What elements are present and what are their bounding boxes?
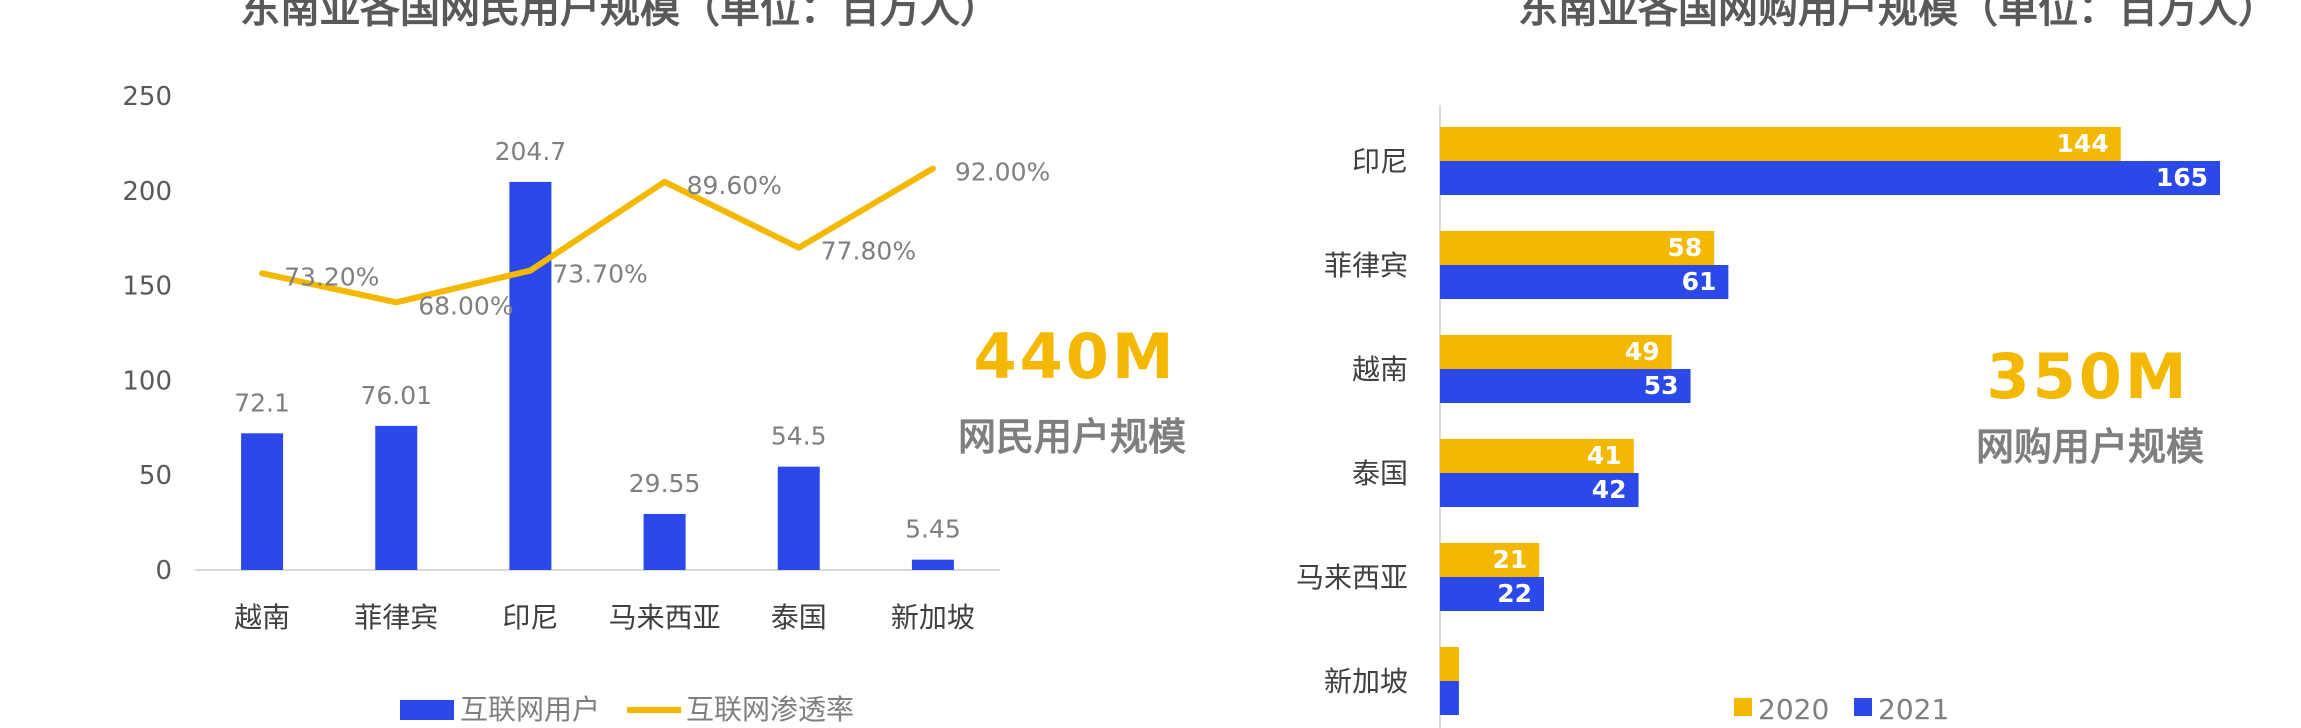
bar-2020-label: 4 <box>1461 649 1478 678</box>
legend-swatch-2021 <box>1854 698 1872 716</box>
left-highlight-value: 440M <box>973 320 1176 393</box>
line-data-label: 92.00% <box>955 157 1050 186</box>
legend-label-2021: 2021 <box>1878 693 1949 726</box>
y-tick-label: 150 <box>122 272 172 302</box>
bar-2020-label: 49 <box>1625 337 1660 366</box>
line-data-label: 73.20% <box>284 262 379 291</box>
bar <box>777 466 820 570</box>
x-tick-label: 新加坡 <box>891 601 975 634</box>
x-tick-label: 马来西亚 <box>609 601 721 634</box>
line-data-label: 68.00% <box>418 291 513 320</box>
line-point <box>527 267 534 274</box>
legend-swatch-2020 <box>1734 698 1752 716</box>
bar-2021 <box>1440 369 1691 403</box>
bar <box>643 513 686 570</box>
line-point <box>795 244 802 251</box>
right-chart-title: 东南亚各国网购用户规模（单位：百万人） <box>1518 0 2278 32</box>
bar-2020 <box>1440 439 1634 473</box>
legend-label-2020: 2020 <box>1758 693 1829 726</box>
line-point <box>929 165 936 172</box>
category-label: 越南 <box>1352 353 1408 386</box>
bar <box>241 433 284 570</box>
internet-users-chart: 0 50 100 150 200 250 72.1 76.01 204.7 29.55 54.5 5.… <box>122 82 1050 726</box>
bar-2021 <box>1440 265 1729 299</box>
y-tick-label: 50 <box>139 461 172 491</box>
bar-data-label: 204.7 <box>495 137 567 166</box>
line-data-label: 73.70% <box>552 260 647 289</box>
line-point <box>661 178 668 185</box>
category-label: 泰国 <box>1352 457 1408 490</box>
x-tick-label: 印尼 <box>502 601 558 634</box>
bar-2020 <box>1440 335 1672 369</box>
line-point <box>259 270 266 277</box>
category-label: 菲律宾 <box>1324 249 1408 282</box>
right-highlight-value: 350M <box>1986 340 2189 413</box>
bar-data-label: 29.55 <box>629 469 701 498</box>
bar-data-label: 72.1 <box>234 388 290 417</box>
legend-label-rate: 互联网渗透率 <box>686 693 854 726</box>
bar-2021-label: 42 <box>1592 475 1627 504</box>
bar-data-label: 76.01 <box>360 381 432 410</box>
line-data-label: 77.80% <box>821 237 916 266</box>
bar-data-label: 5.45 <box>905 515 961 544</box>
online-shoppers-chart: 印尼 144 165 菲律宾 58 61 越南 49 53 泰国 41 42 马来西亚 21 22 新加坡 4 4… <box>1296 105 2220 728</box>
x-tick-label: 菲律宾 <box>354 601 438 634</box>
y-tick-label: 250 <box>122 82 172 112</box>
x-tick-label: 泰国 <box>771 601 827 634</box>
bar-2021-label: 53 <box>1644 371 1679 400</box>
legend-label-users: 互联网用户 <box>460 693 600 726</box>
bar-2020 <box>1440 647 1459 681</box>
y-tick-label: 100 <box>122 366 172 396</box>
bar-2020 <box>1440 543 1540 577</box>
bar-2021 <box>1440 681 1459 715</box>
line-point <box>393 299 400 306</box>
bar-data-label: 54.5 <box>771 422 827 451</box>
bar-2020-label: 144 <box>2057 129 2109 158</box>
line-data-label: 89.60% <box>687 171 782 200</box>
bar-2021 <box>1440 161 2220 195</box>
bar <box>509 181 552 570</box>
bar <box>911 559 954 570</box>
penetration-line <box>261 165 935 306</box>
legend-swatch-users <box>400 700 454 720</box>
bar-2020-label: 41 <box>1587 441 1622 470</box>
bar-2021-label: 4 <box>1461 683 1478 712</box>
category-label: 新加坡 <box>1324 665 1408 698</box>
bar-2021 <box>1440 577 1544 611</box>
bar-2021-label: 61 <box>1682 267 1717 296</box>
right-highlight-label: 网购用户规模 <box>1976 425 2204 469</box>
bar-2020-label: 21 <box>1492 545 1527 574</box>
bar <box>375 425 418 570</box>
y-tick-label: 200 <box>122 177 172 207</box>
left-chart-title: 东南亚各国网民用户规模（单位：百万人） <box>240 0 1000 32</box>
bar-2021-label: 165 <box>2156 163 2208 192</box>
category-label: 印尼 <box>1352 145 1408 178</box>
bar-2020-label: 58 <box>1667 233 1702 262</box>
bar-2020 <box>1440 231 1715 265</box>
y-tick-label: 0 <box>155 556 172 586</box>
bar-2021-label: 22 <box>1497 579 1532 608</box>
bar-2021 <box>1440 473 1639 507</box>
left-highlight-label: 网民用户规模 <box>958 415 1186 459</box>
category-label: 马来西亚 <box>1296 561 1408 594</box>
bar-2020 <box>1440 127 2121 161</box>
x-tick-label: 越南 <box>234 601 290 634</box>
